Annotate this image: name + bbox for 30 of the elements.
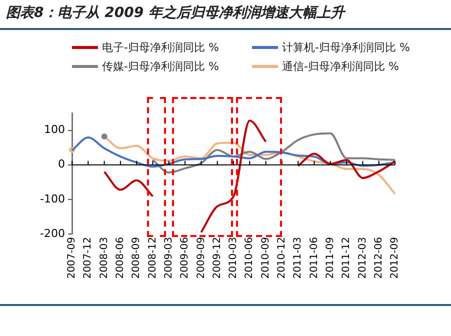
x-tick-label: 2008-12 <box>147 237 158 279</box>
legend-label: 传媒-归母净利润同比 % <box>102 59 219 74</box>
x-tick-label: 2007-12 <box>82 237 94 279</box>
x-tick-label: 2012-09 <box>390 237 401 279</box>
legend-label: 电子-归母净利润同比 % <box>102 40 219 55</box>
x-tick-label: 2011-03 <box>292 237 304 279</box>
x-tick-label: 2009-09 <box>196 237 207 279</box>
x-tick-label: 2009-03 <box>163 237 174 279</box>
y-tick-label: -200 <box>40 226 65 240</box>
x-tick-label: 2012-06 <box>373 237 384 279</box>
y-tick-label: -100 <box>40 192 65 206</box>
x-tick-label: 2011-12 <box>341 237 352 279</box>
x-tick-label: 2010-06 <box>244 237 256 279</box>
x-tick-label: 2011-06 <box>308 237 320 279</box>
x-tick-label: 2009-12 <box>212 237 223 279</box>
legend-label: 通信-归母净利润同比 % <box>282 59 399 74</box>
x-tick-label: 2011-09 <box>324 237 336 279</box>
x-tick-label: 2012-03 <box>357 237 368 279</box>
x-tick-label: 2010-09 <box>260 237 272 279</box>
chart-title: 图表8：电子从 2009 年之后归母净利润增速大幅上升 <box>6 4 344 22</box>
y-tick-label: 100 <box>44 123 65 136</box>
x-tick-label: 2009-06 <box>180 237 191 279</box>
x-tick-label: 2008-03 <box>98 237 110 279</box>
x-tick-label: 2010-12 <box>276 237 288 279</box>
y-tick-label: 0 <box>58 158 65 171</box>
x-tick-label: 2008-06 <box>115 237 126 279</box>
x-tick-label: 2008-09 <box>131 237 142 279</box>
x-tick-label: 2010-03 <box>228 237 240 279</box>
x-tick-label: 2007-09 <box>66 237 78 279</box>
legend-label: 计算机-归母净利润同比 % <box>282 40 410 55</box>
